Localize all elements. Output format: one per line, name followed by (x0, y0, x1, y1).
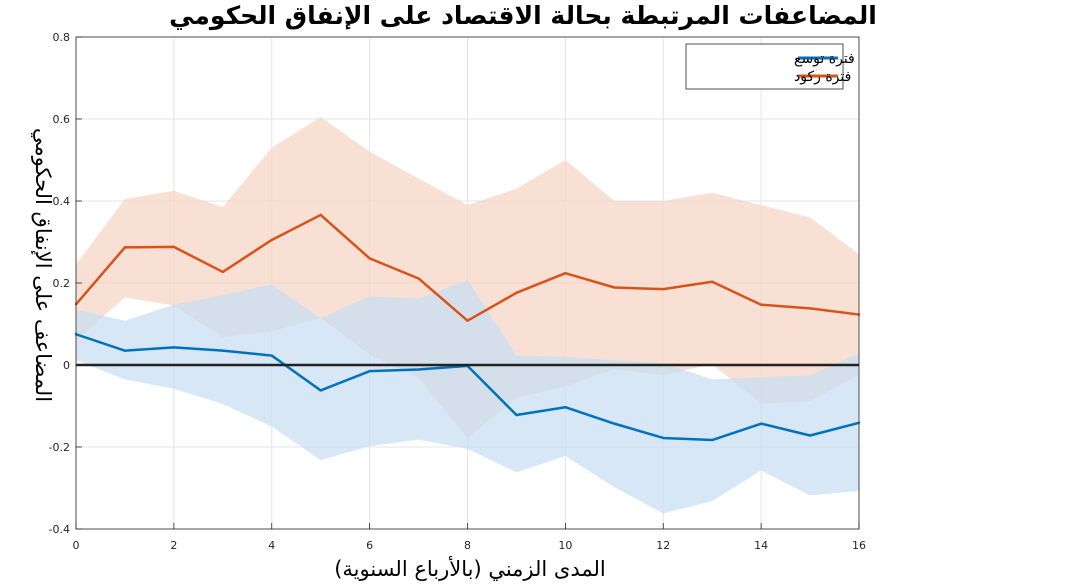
x-tick-label: 6 (366, 539, 373, 552)
x-tick-label: 4 (268, 539, 275, 552)
expansion-data-point (417, 368, 420, 371)
x-tick-label: 12 (656, 539, 670, 552)
expansion-confidence-band (76, 279, 859, 514)
expansion-data-point (319, 389, 322, 392)
expansion-data-point (172, 346, 176, 349)
expansion-data-point (710, 438, 714, 442)
x-tick-label: 0 (73, 539, 80, 552)
y-tick-label: 0.6 (53, 113, 71, 126)
tick-labels: 0 2 4 6 8 10 12 14 16 -0.4 -0.2 0 0.2 0.4 0.6 0.8 (49, 31, 866, 552)
legend-box (685, 43, 844, 90)
recession-confidence-band (76, 116, 859, 438)
confidence-bands (76, 116, 859, 514)
x-axis-label: المدى الزمني (بالأرباع السنوية) (334, 556, 606, 581)
legend: فترة توسع فترة ركود (685, 43, 855, 90)
expansion-data-point (759, 422, 763, 425)
y-tick-label: 0 (63, 359, 70, 372)
expansion-data-point (662, 436, 665, 440)
expansion-data-point (123, 349, 127, 352)
x-tick-label: 14 (754, 539, 768, 552)
expansion-data-point (808, 434, 812, 437)
recession-data-point (613, 286, 616, 289)
x-tick-label: 16 (852, 539, 866, 552)
recession-data-point (710, 280, 714, 283)
expansion-data-point (368, 369, 371, 373)
expansion-data-point (564, 406, 567, 409)
y-tick-label: -0.2 (49, 441, 70, 454)
y-tick-label: -0.4 (49, 523, 70, 536)
recession-data-point (662, 287, 665, 291)
recession-data-point (515, 291, 518, 295)
recession-data-point (172, 245, 176, 249)
expansion-data-point (270, 354, 273, 357)
legend-label-recession: فترة ركود (794, 69, 851, 85)
recession-data-point (808, 307, 812, 310)
recession-data-point (417, 277, 420, 280)
recession-data-point (368, 257, 371, 260)
recession-data-point (319, 213, 322, 217)
recession-data-point (123, 246, 127, 249)
expansion-data-point (515, 413, 518, 417)
y-tick-label: 0.8 (53, 31, 71, 44)
legend-label-expansion: فترة توسع (794, 51, 855, 67)
x-tick-label: 2 (170, 539, 177, 552)
expansion-data-point (221, 349, 225, 352)
recession-data-point (221, 270, 225, 274)
x-tick-label: 10 (558, 539, 572, 552)
recession-data-point (564, 271, 567, 275)
recession-data-point (270, 238, 273, 242)
chart-title: المضاعفات المرتبطة بحالة الاقتصاد على ال… (169, 1, 877, 31)
y-tick-label: 0.2 (53, 277, 71, 290)
x-tick-label: 8 (464, 539, 471, 552)
recession-data-point (759, 303, 763, 306)
expansion-data-point (613, 422, 616, 425)
y-tick-label: 0.4 (53, 195, 71, 208)
y-axis-label: المضاعف على الإنفاق الحكومي (31, 128, 55, 402)
recession-data-point (466, 319, 469, 322)
